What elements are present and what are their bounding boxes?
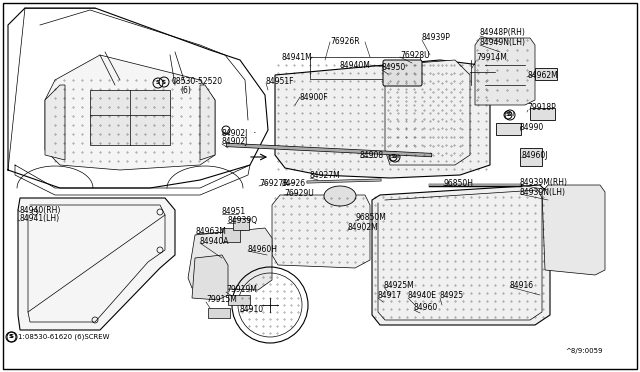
Text: 84902J: 84902J [222,138,248,147]
Bar [228,295,250,305]
Text: 76926R: 76926R [330,38,360,46]
Text: S: S [9,334,13,340]
Polygon shape [188,228,272,290]
Text: S: S [391,154,395,160]
Bar [310,57,420,79]
Polygon shape [45,85,65,160]
Text: 84925M: 84925M [384,280,415,289]
Text: I: I [397,154,399,160]
Text: (6): (6) [180,87,191,96]
Text: 1:08530-61620 (6)SCREW: 1:08530-61620 (6)SCREW [18,334,109,340]
Polygon shape [475,38,535,105]
Bar [535,68,557,80]
Bar [530,108,555,120]
Text: S: S [10,334,14,340]
Text: 84962M: 84962M [527,71,557,80]
Text: 84939Q: 84939Q [227,217,257,225]
Text: 84949N(LH): 84949N(LH) [480,38,526,46]
Text: 84902M: 84902M [348,224,379,232]
Text: 79915M: 79915M [206,295,237,305]
Text: 84908: 84908 [360,151,384,160]
Text: 76927R: 76927R [259,180,289,189]
Text: I: I [512,112,514,118]
Text: 84940M: 84940M [340,61,371,70]
Text: 84926: 84926 [282,180,306,189]
Polygon shape [385,60,470,165]
Text: ^8/9:0059: ^8/9:0059 [565,348,602,354]
Text: 76928U: 76928U [400,51,429,60]
Text: 79914M: 79914M [476,54,507,62]
Text: 96850H: 96850H [443,179,473,187]
Text: 84902J: 84902J [222,128,248,138]
Text: S: S [508,112,512,118]
Polygon shape [18,198,175,330]
Bar [496,123,521,135]
Text: 79919M: 79919M [226,285,257,295]
Polygon shape [272,195,370,268]
Text: S: S [162,80,166,84]
Text: 84960J: 84960J [521,151,547,160]
Text: 84950: 84950 [382,64,406,73]
Text: 84927M: 84927M [310,171,340,180]
Ellipse shape [324,186,356,206]
Text: 84910: 84910 [240,305,264,314]
Bar [222,228,240,242]
FancyBboxPatch shape [383,60,422,86]
Text: 84990: 84990 [520,124,544,132]
Bar [233,218,249,230]
Text: 84963M: 84963M [196,228,227,237]
Bar [90,90,170,145]
Text: 84900F: 84900F [300,93,328,102]
Text: 84960: 84960 [414,304,438,312]
Text: 84940E: 84940E [408,292,437,301]
Text: 84916: 84916 [510,280,534,289]
Text: 84939M(RH): 84939M(RH) [520,179,568,187]
Polygon shape [372,185,550,325]
Text: 84940A: 84940A [200,237,230,246]
Text: 84925: 84925 [440,292,464,301]
Text: ·: · [253,128,257,138]
Text: 08530-52520: 08530-52520 [171,77,222,87]
Text: 84941M: 84941M [282,52,313,61]
Text: 84939N(LH): 84939N(LH) [520,187,566,196]
Text: 84948P(RH): 84948P(RH) [480,29,526,38]
Text: 76929U: 76929U [284,189,314,198]
Text: 84939P: 84939P [422,32,451,42]
Polygon shape [200,85,215,160]
Bar [208,308,230,318]
Polygon shape [192,255,228,300]
Polygon shape [275,60,490,178]
Text: S: S [506,112,510,118]
Text: S: S [393,154,397,160]
Text: 96850M: 96850M [355,214,386,222]
Bar [520,148,542,166]
Polygon shape [542,185,605,275]
Text: 84917: 84917 [378,292,402,301]
Text: 84960H: 84960H [248,244,278,253]
Text: 84951: 84951 [222,208,246,217]
Text: 84941(LH): 84941(LH) [20,215,60,224]
Text: 84940(RH): 84940(RH) [20,205,61,215]
Text: 84951F: 84951F [266,77,294,86]
Polygon shape [45,55,215,170]
Text: S: S [156,80,160,86]
Text: 79918P: 79918P [527,103,556,112]
